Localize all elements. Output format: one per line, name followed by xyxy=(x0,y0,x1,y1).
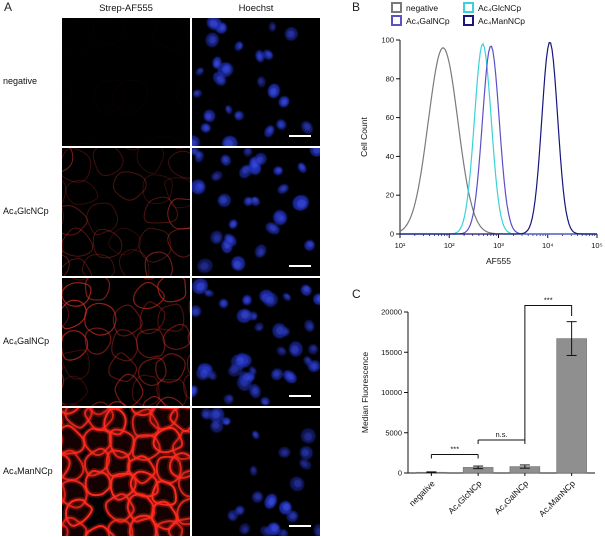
legend-label-ac4galncp: Ac₄GalNCp xyxy=(406,15,450,26)
svg-text:***: *** xyxy=(544,296,553,305)
legend-swatch-ac4glcncp xyxy=(463,2,474,13)
svg-text:10¹: 10¹ xyxy=(395,241,406,250)
column-header-strep-af555: Strep-AF555 xyxy=(99,3,153,14)
svg-text:80: 80 xyxy=(386,74,394,83)
scale-bar xyxy=(289,524,311,527)
svg-text:n.s.: n.s. xyxy=(495,430,507,439)
legend-item-negative: negative xyxy=(391,2,463,13)
svg-text:10⁵: 10⁵ xyxy=(591,241,602,250)
row-label-ac4galncp: Ac₄GalNCp xyxy=(3,336,50,347)
svg-text:AF555: AF555 xyxy=(486,256,511,266)
legend-swatch-negative xyxy=(391,2,402,13)
legend-label-negative: negative xyxy=(406,2,439,13)
svg-text:10000: 10000 xyxy=(381,388,402,397)
svg-text:Ac₄GalNCp: Ac₄GalNCp xyxy=(492,478,530,516)
legend-label-ac4glcncp: Ac₄GlcNCp xyxy=(478,2,522,13)
svg-text:Median Fluorescence: Median Fluorescence xyxy=(360,352,370,434)
svg-text:Ac₄ManNCp: Ac₄ManNCp xyxy=(537,478,577,518)
panel-c-label: C xyxy=(352,287,361,301)
svg-text:15000: 15000 xyxy=(381,348,402,357)
legend-item-ac4manncp: Ac₄ManNCp xyxy=(463,15,551,26)
micrograph-ac4galncp-strep-af555 xyxy=(62,278,190,406)
micrograph-ac4manncp-hoechst xyxy=(192,408,320,536)
flow-cytometry-histogram: 0 20 40 60 80 100 10¹ 10² 10³ 10⁴ 10⁵ Cell Count AF5… xyxy=(359,36,603,267)
scale-bar xyxy=(289,394,311,397)
row-label-negative: negative xyxy=(3,76,38,87)
micrograph-ac4galncp-hoechst xyxy=(192,278,320,406)
micrograph-ac4manncp-strep-af555 xyxy=(62,408,190,536)
svg-text:60: 60 xyxy=(386,113,394,122)
micrograph-negative-hoechst xyxy=(192,18,320,146)
legend-swatch-ac4galncp xyxy=(391,15,402,26)
svg-text:0: 0 xyxy=(390,230,394,239)
legend-item-ac4galncp: Ac₄GalNCp xyxy=(391,15,463,26)
svg-text:Cell Count: Cell Count xyxy=(359,117,369,157)
panel-a-label: A xyxy=(4,0,13,14)
svg-text:20: 20 xyxy=(386,191,394,200)
micrograph-ac4glcncp-strep-af555 xyxy=(62,148,190,276)
svg-text:40: 40 xyxy=(386,152,394,161)
row-label-ac4manncp: Ac₄ManNCp xyxy=(3,466,53,477)
legend-swatch-ac4manncp xyxy=(463,15,474,26)
svg-text:***: *** xyxy=(450,444,459,453)
panel-b-label: B xyxy=(352,0,361,14)
scale-bar xyxy=(289,264,311,267)
svg-text:negative: negative xyxy=(407,478,437,508)
row-label-ac4glcncp: Ac₄GlcNCp xyxy=(3,206,49,217)
svg-text:10²: 10² xyxy=(444,241,455,250)
flow-legend: negative Ac₄GlcNCp Ac₄GalNCp Ac₄ManNCp xyxy=(391,2,551,26)
legend-label-ac4manncp: Ac₄ManNCp xyxy=(478,15,525,26)
column-header-hoechst: Hoechst xyxy=(238,3,274,14)
median-fluorescence-bar-chart: 0 5000 10000 15000 20000 Median Fluorescence n… xyxy=(360,296,595,519)
svg-text:20000: 20000 xyxy=(381,308,402,317)
svg-text:100: 100 xyxy=(381,36,394,45)
micrograph-negative-strep-af555 xyxy=(62,18,190,146)
svg-text:10³: 10³ xyxy=(493,241,504,250)
svg-text:10⁴: 10⁴ xyxy=(542,241,554,250)
svg-text:0: 0 xyxy=(398,469,402,478)
legend-item-ac4glcncp: Ac₄GlcNCp xyxy=(463,2,551,13)
svg-text:Ac₄GlcNCp: Ac₄GlcNCp xyxy=(446,478,484,516)
svg-text:5000: 5000 xyxy=(385,428,402,437)
micrograph-ac4glcncp-hoechst xyxy=(192,148,320,276)
scale-bar xyxy=(289,134,311,137)
